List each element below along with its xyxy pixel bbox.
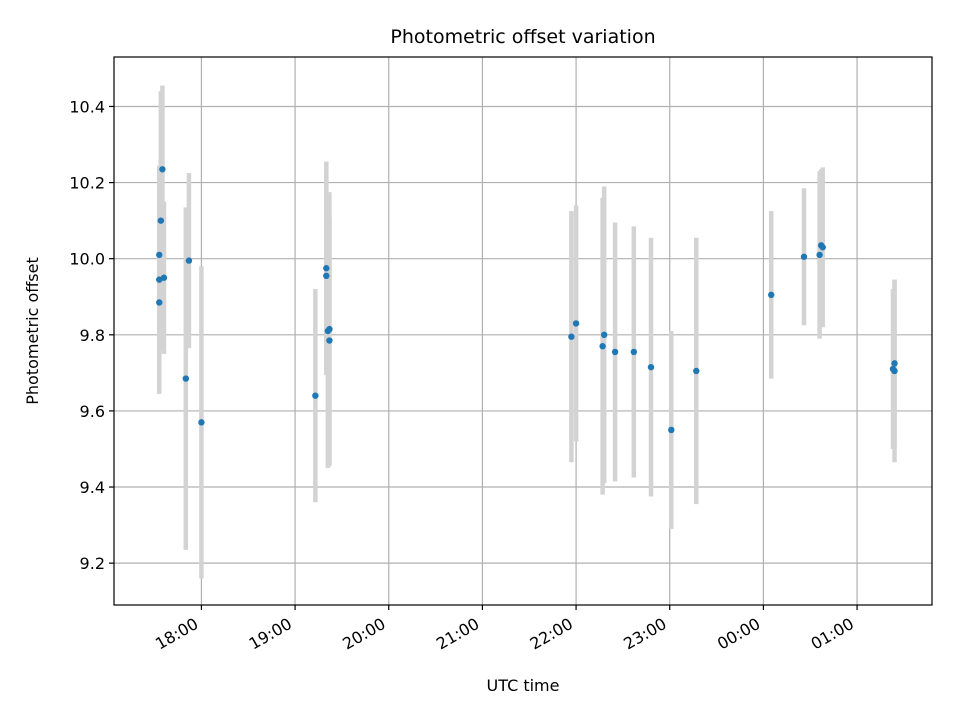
data-point bbox=[323, 265, 330, 272]
data-point bbox=[819, 244, 826, 251]
data-point bbox=[668, 426, 675, 434]
x-axis-label: UTC time bbox=[487, 676, 560, 695]
data-point bbox=[599, 343, 606, 350]
data-point bbox=[572, 320, 580, 327]
plot-frame bbox=[113, 56, 933, 606]
data-point bbox=[693, 367, 700, 375]
data-point bbox=[630, 348, 638, 356]
data-point bbox=[891, 367, 898, 375]
data-points bbox=[156, 166, 898, 434]
data-point bbox=[816, 251, 823, 259]
y-tick-label: 10.0 bbox=[69, 250, 105, 269]
y-tick-label: 9.2 bbox=[80, 554, 105, 573]
y-tick-label: 10.4 bbox=[69, 97, 105, 116]
data-point bbox=[568, 333, 575, 340]
data-point bbox=[611, 348, 619, 356]
data-point bbox=[182, 375, 190, 382]
data-point bbox=[159, 166, 166, 173]
data-point bbox=[647, 363, 655, 371]
data-point bbox=[323, 272, 330, 280]
y-tick-label: 10.2 bbox=[69, 174, 105, 193]
data-point bbox=[157, 217, 165, 224]
grid bbox=[114, 57, 932, 605]
data-point bbox=[600, 331, 608, 339]
data-point bbox=[198, 419, 205, 426]
y-tick-label: 9.6 bbox=[80, 402, 105, 421]
data-point bbox=[768, 291, 775, 299]
data-point bbox=[160, 274, 168, 281]
y-axis-ticks: 9.2 9.4 9.6 9.8 10.0 10.2 10.4 bbox=[69, 97, 114, 573]
data-point bbox=[800, 253, 808, 260]
plot-area bbox=[114, 57, 932, 605]
y-tick-label: 9.4 bbox=[80, 478, 105, 497]
data-point bbox=[156, 251, 163, 259]
chart-title: Photometric offset variation bbox=[390, 26, 655, 48]
data-point bbox=[156, 299, 163, 306]
data-point bbox=[185, 257, 193, 264]
data-point bbox=[891, 360, 898, 367]
y-axis-label: Photometric offset bbox=[23, 257, 42, 405]
data-point bbox=[326, 337, 333, 344]
data-point bbox=[312, 392, 319, 399]
y-tick-label: 9.8 bbox=[80, 326, 105, 345]
data-point bbox=[326, 325, 333, 333]
